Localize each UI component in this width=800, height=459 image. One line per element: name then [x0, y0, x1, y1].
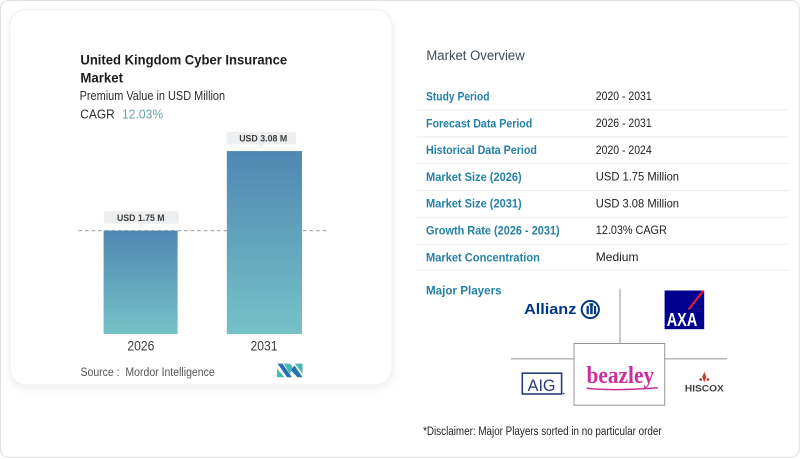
svg-text:2020 - 2031: 2020 - 2031: [596, 89, 652, 103]
svg-text:Major Players: Major Players: [426, 284, 502, 297]
svg-text:Market Size (2031): Market Size (2031): [426, 198, 522, 211]
svg-text:USD 3.08 Million: USD 3.08 Million: [596, 196, 679, 210]
svg-text:2020 - 2024: 2020 - 2024: [596, 143, 652, 157]
svg-text:United Kingdom Cyber Insurance: United Kingdom Cyber Insurance: [80, 53, 287, 69]
svg-text:Study Period: Study Period: [426, 91, 490, 104]
svg-text:Premium Value in USD Million: Premium Value in USD Million: [80, 88, 226, 103]
svg-text:Forecast Data Period: Forecast Data Period: [426, 117, 532, 130]
svg-text:USD 1.75 M: USD 1.75 M: [117, 213, 165, 224]
svg-text:2031: 2031: [251, 338, 278, 354]
svg-text:Medium: Medium: [596, 250, 639, 264]
svg-text:Market Concentration: Market Concentration: [426, 251, 540, 264]
svg-text:12.03%: 12.03%: [122, 106, 163, 121]
svg-text:Market: Market: [80, 70, 123, 86]
svg-text:USD 1.75 Million: USD 1.75 Million: [596, 170, 679, 184]
svg-text:Market Size (2026): Market Size (2026): [426, 171, 522, 184]
svg-text:HISCOX: HISCOX: [685, 382, 725, 393]
svg-text:*Disclaimer: Major Players sor: *Disclaimer: Major Players sorted in no …: [423, 424, 661, 438]
svg-text:Source : Mordor Intelligence: Source : Mordor Intelligence: [81, 365, 215, 379]
svg-text:12.03% CAGR: 12.03% CAGR: [596, 223, 667, 237]
svg-text:beazley: beazley: [586, 363, 654, 389]
svg-text:Growth Rate (2026 - 2031): Growth Rate (2026 - 2031): [426, 225, 560, 238]
svg-text:USD 3.08 M: USD 3.08 M: [239, 134, 287, 145]
svg-text:Market Overview: Market Overview: [426, 47, 525, 63]
svg-text:Historical Data Period: Historical Data Period: [426, 144, 537, 157]
svg-text:AIG: AIG: [528, 377, 556, 395]
svg-text:CAGR: CAGR: [80, 106, 114, 121]
svg-text:Allianz: Allianz: [524, 302, 576, 318]
svg-text:AXA: AXA: [667, 309, 698, 330]
svg-text:2026: 2026: [127, 338, 154, 354]
svg-text:2026 - 2031: 2026 - 2031: [596, 116, 652, 130]
